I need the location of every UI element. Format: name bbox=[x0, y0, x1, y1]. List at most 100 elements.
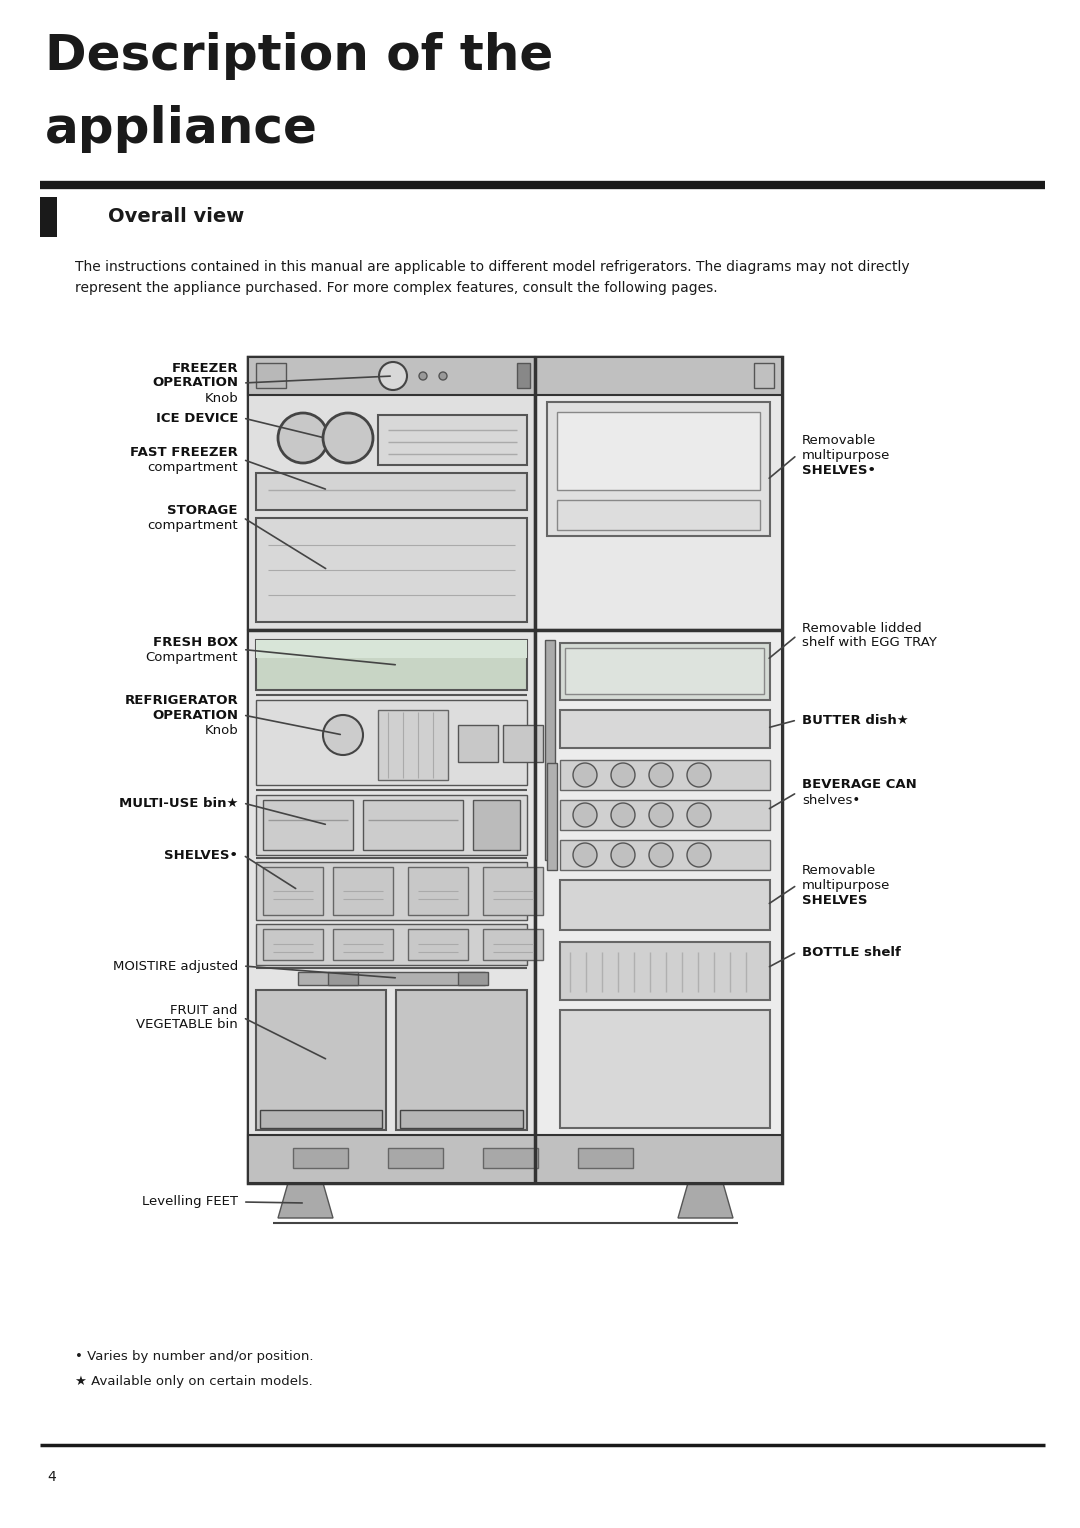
Text: Description of the: Description of the bbox=[45, 32, 553, 79]
Text: BEVERAGE CAN: BEVERAGE CAN bbox=[802, 778, 917, 792]
Text: Removable: Removable bbox=[802, 863, 876, 877]
Text: shelves•: shelves• bbox=[802, 793, 861, 807]
Text: 4: 4 bbox=[48, 1470, 56, 1484]
Bar bbox=[503, 724, 543, 762]
Text: compartment: compartment bbox=[147, 518, 238, 532]
Bar bbox=[256, 640, 527, 691]
Circle shape bbox=[611, 843, 635, 866]
Text: multipurpose: multipurpose bbox=[802, 879, 890, 891]
Bar bbox=[378, 416, 527, 465]
Bar bbox=[561, 759, 770, 790]
Bar bbox=[578, 1148, 633, 1167]
Bar bbox=[561, 711, 770, 749]
Bar bbox=[483, 929, 543, 960]
Text: MULTI-USE bin★: MULTI-USE bin★ bbox=[119, 796, 238, 810]
Circle shape bbox=[649, 843, 673, 866]
Text: Compartment: Compartment bbox=[146, 651, 238, 663]
Bar bbox=[248, 358, 782, 396]
Bar bbox=[458, 972, 488, 986]
Text: compartment: compartment bbox=[147, 460, 238, 474]
Bar bbox=[400, 1109, 523, 1128]
Bar bbox=[473, 801, 519, 850]
Bar bbox=[256, 700, 527, 785]
Bar bbox=[561, 643, 770, 700]
Text: FAST FREEZER: FAST FREEZER bbox=[130, 446, 238, 458]
Bar bbox=[388, 1148, 443, 1167]
Circle shape bbox=[649, 804, 673, 827]
Text: The instructions contained in this manual are applicable to different model refr: The instructions contained in this manua… bbox=[75, 260, 909, 295]
Bar bbox=[256, 364, 286, 388]
Bar bbox=[557, 413, 760, 490]
Bar bbox=[754, 364, 774, 388]
Text: multipurpose: multipurpose bbox=[802, 449, 890, 461]
Bar bbox=[256, 924, 527, 966]
Circle shape bbox=[278, 413, 328, 463]
Text: BOTTLE shelf: BOTTLE shelf bbox=[802, 946, 901, 958]
Text: FRESH BOX: FRESH BOX bbox=[153, 636, 238, 648]
Bar bbox=[256, 640, 527, 659]
Bar bbox=[483, 866, 543, 915]
Circle shape bbox=[573, 843, 597, 866]
Circle shape bbox=[323, 413, 373, 463]
Text: OPERATION: OPERATION bbox=[152, 376, 238, 390]
Text: SHELVES•: SHELVES• bbox=[164, 848, 238, 862]
Bar bbox=[535, 358, 782, 630]
Bar bbox=[256, 862, 527, 920]
Polygon shape bbox=[278, 1183, 333, 1218]
Text: FRUIT and: FRUIT and bbox=[171, 1004, 238, 1016]
Bar bbox=[535, 630, 782, 1183]
Bar bbox=[561, 1010, 770, 1128]
Bar bbox=[256, 795, 527, 856]
Circle shape bbox=[573, 762, 597, 787]
Circle shape bbox=[687, 804, 711, 827]
Circle shape bbox=[379, 362, 407, 390]
Text: STORAGE: STORAGE bbox=[167, 504, 238, 516]
Bar bbox=[248, 1135, 782, 1183]
Circle shape bbox=[649, 762, 673, 787]
Text: Overall view: Overall view bbox=[108, 208, 244, 226]
Text: FREEZER: FREEZER bbox=[172, 362, 238, 374]
Bar bbox=[256, 518, 527, 622]
Bar bbox=[378, 711, 448, 779]
Text: Knob: Knob bbox=[204, 391, 238, 405]
Text: GB: GB bbox=[56, 209, 80, 225]
Bar bbox=[333, 929, 393, 960]
Bar bbox=[363, 801, 463, 850]
Bar bbox=[458, 724, 498, 762]
Bar bbox=[260, 1109, 382, 1128]
Circle shape bbox=[611, 762, 635, 787]
Bar bbox=[248, 358, 782, 1183]
Bar bbox=[517, 364, 530, 388]
Bar bbox=[561, 801, 770, 830]
Bar bbox=[333, 866, 393, 915]
Text: ICE DEVICE: ICE DEVICE bbox=[156, 411, 238, 425]
Text: Removable: Removable bbox=[802, 434, 876, 446]
Text: SHELVES: SHELVES bbox=[802, 894, 867, 906]
Circle shape bbox=[419, 371, 427, 380]
Polygon shape bbox=[678, 1183, 733, 1218]
FancyBboxPatch shape bbox=[40, 197, 57, 237]
Bar bbox=[557, 500, 760, 530]
Bar bbox=[264, 929, 323, 960]
Bar bbox=[483, 1148, 538, 1167]
Bar bbox=[396, 990, 527, 1131]
Bar bbox=[256, 474, 527, 510]
Bar bbox=[264, 801, 353, 850]
Text: Removable lidded: Removable lidded bbox=[802, 622, 921, 634]
Text: shelf with EGG TRAY: shelf with EGG TRAY bbox=[802, 637, 936, 649]
Text: • Varies by number and/or position.: • Varies by number and/or position. bbox=[75, 1351, 313, 1363]
Text: Knob: Knob bbox=[204, 723, 238, 736]
Text: BUTTER dish★: BUTTER dish★ bbox=[802, 714, 908, 726]
Text: ★ Available only on certain models.: ★ Available only on certain models. bbox=[75, 1375, 313, 1387]
Text: MOISTIRE adjusted: MOISTIRE adjusted bbox=[112, 960, 238, 972]
Text: REFRIGERATOR: REFRIGERATOR bbox=[124, 694, 238, 706]
Text: appliance: appliance bbox=[45, 105, 318, 153]
Bar bbox=[546, 762, 557, 869]
Bar bbox=[264, 866, 323, 915]
Bar bbox=[328, 972, 357, 986]
Bar bbox=[561, 941, 770, 999]
Circle shape bbox=[323, 715, 363, 755]
Text: VEGETABLE bin: VEGETABLE bin bbox=[136, 1019, 238, 1031]
Text: Levelling FEET: Levelling FEET bbox=[141, 1195, 238, 1209]
Bar bbox=[565, 648, 764, 694]
